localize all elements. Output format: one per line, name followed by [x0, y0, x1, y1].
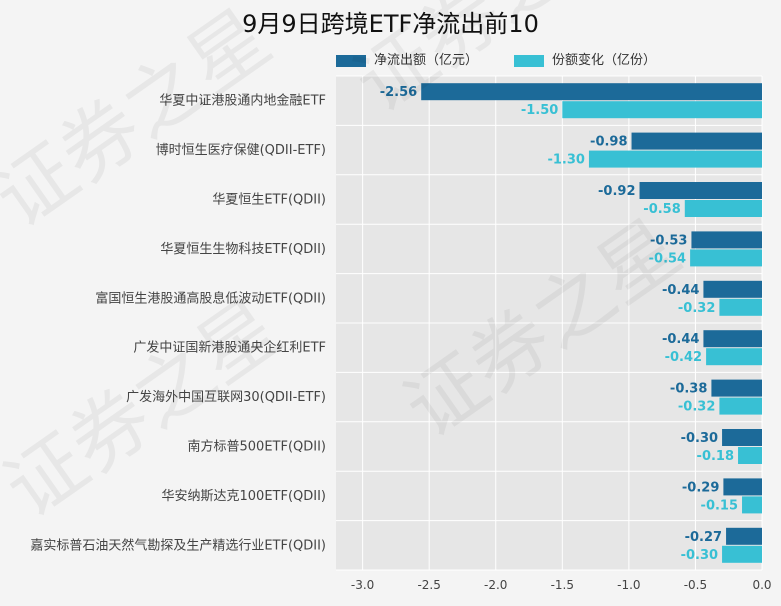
chart-title: 9月9日跨境ETF净流出前10	[242, 10, 539, 38]
category-label: 华夏恒生ETF(QDII)	[212, 193, 326, 208]
bar-share-change	[742, 496, 762, 514]
data-label-net-outflow: -0.98	[590, 135, 627, 150]
category-label: 富国恒生港股通高股息低波动ETF(QDII)	[95, 290, 326, 306]
category-label: 博时恒生医疗保健(QDII-ETF)	[156, 143, 326, 158]
bar-net-outflow	[421, 83, 762, 101]
legend-label-net-outflow: 净流出额（亿元）	[374, 53, 479, 68]
data-label-net-outflow: -0.92	[598, 184, 635, 199]
bar-share-change	[684, 200, 762, 217]
bar-net-outflow	[722, 429, 762, 446]
category-label: 广发中证国新港股通央企红利ETF	[133, 340, 326, 356]
bar-share-change	[738, 447, 762, 464]
data-label-share-change: -0.30	[681, 548, 718, 563]
data-label-share-change: -0.58	[643, 202, 680, 217]
category-label: 南方标普500ETF(QDII)	[188, 439, 327, 455]
bar-share-change	[562, 101, 762, 119]
bar-net-outflow	[639, 182, 762, 199]
x-tick-label: -0.5	[684, 578, 707, 592]
bar-net-outflow	[691, 231, 762, 249]
legend-label-share-change: 份额变化（亿份）	[552, 53, 657, 68]
data-label-net-outflow: -0.27	[685, 530, 722, 545]
data-label-share-change: -1.30	[547, 153, 584, 168]
bar-share-change	[722, 545, 762, 563]
bar-share-change	[719, 298, 762, 316]
x-tick-label: -1.0	[617, 578, 640, 592]
bar-net-outflow	[703, 330, 762, 348]
legend-item-share-change: 份额变化（亿份）	[514, 49, 656, 68]
category-label: 华夏中证港股通内地金融ETF	[159, 93, 326, 109]
bar-net-outflow	[726, 527, 762, 545]
data-label-net-outflow: -0.29	[682, 480, 719, 495]
bar-net-outflow	[703, 280, 762, 298]
bar-share-change	[690, 249, 762, 267]
legend-swatch-net-outflow	[336, 54, 366, 67]
data-label-net-outflow: -2.56	[380, 85, 417, 100]
bar-share-change	[588, 150, 762, 168]
legend-item-net-outflow: 净流出额（亿元）	[336, 49, 478, 68]
data-label-share-change: -1.50	[521, 103, 558, 118]
category-label: 华夏恒生生物科技ETF(QDII)	[160, 242, 326, 257]
data-label-net-outflow: -0.38	[670, 382, 707, 397]
x-tick-label: -2.0	[484, 578, 507, 592]
data-label-share-change: -0.32	[678, 400, 715, 415]
category-label: 华安纳斯达克100ETF(QDII)	[162, 489, 327, 504]
data-label-share-change: -0.18	[697, 449, 734, 464]
bar-share-change	[719, 397, 762, 415]
x-tick-label: -2.5	[417, 578, 440, 592]
data-label-share-change: -0.15	[701, 498, 738, 513]
data-label-share-change: -0.54	[649, 251, 686, 266]
data-label-share-change: -0.42	[665, 350, 702, 365]
category-label: 嘉实标普石油天然气勘探及生产精选行业ETF(QDII)	[30, 537, 326, 553]
x-tick-label: -3.0	[351, 578, 374, 592]
data-label-net-outflow: -0.44	[662, 283, 699, 298]
data-label-net-outflow: -0.53	[650, 233, 687, 248]
data-label-net-outflow: -0.44	[662, 332, 699, 347]
data-label-share-change: -0.32	[678, 301, 715, 316]
data-label-net-outflow: -0.30	[681, 431, 718, 446]
category-label: 广发海外中国互联网30(QDII-ETF)	[126, 389, 326, 405]
x-tick-label: 0.0	[752, 578, 771, 592]
legend-swatch-share-change	[514, 54, 544, 67]
bar-net-outflow	[631, 132, 762, 150]
bar-net-outflow	[723, 478, 762, 496]
bar-net-outflow	[711, 379, 762, 397]
bar-share-change	[706, 348, 762, 366]
x-tick-label: -1.5	[551, 578, 574, 592]
